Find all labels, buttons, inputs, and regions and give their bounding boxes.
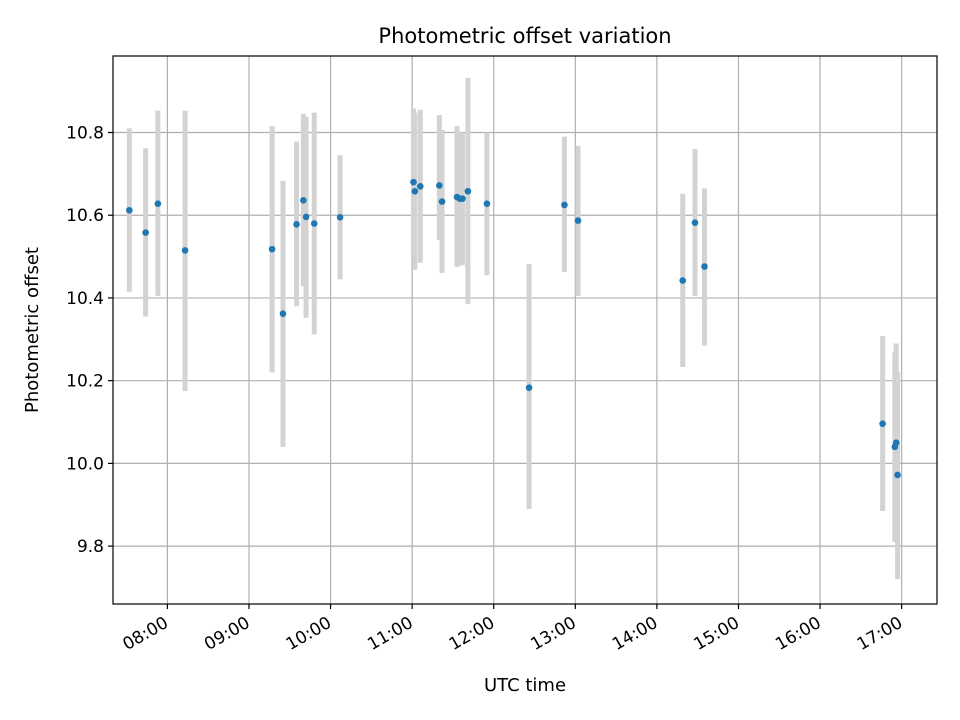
data-point [691,219,699,226]
y-axis-label: Photometric offset [22,247,43,413]
data-point [417,182,424,190]
y-tick-label: 10.6 [66,206,104,226]
data-point [894,471,901,479]
data-point [293,221,300,228]
y-tick-label: 10.4 [66,289,104,309]
data-point [438,198,446,205]
data-point [181,247,189,254]
data-point [411,187,419,195]
data-points [126,178,901,479]
data-point [574,217,582,224]
data-point [126,206,133,214]
data-point [279,310,287,317]
plot-frame [112,55,938,605]
grid-lines [113,56,937,604]
y-axis-ticks: 9.8 10.0 10.2 10.4 10.6 10.8 [66,124,113,557]
data-point [336,213,344,221]
data-point [410,178,417,186]
data-point [436,182,443,189]
y-tick-label: 9.8 [77,537,104,557]
data-point [459,195,466,202]
data-point [154,200,162,207]
data-point [268,245,276,253]
data-point [464,187,472,195]
x-axis-ticks: 08:00 09:00 10:00 11:00 12:00 13:00 14:00 15:00… [119,604,906,655]
y-tick-label: 10.0 [66,454,104,474]
data-point [879,420,886,427]
data-point [892,439,900,447]
data-point [525,384,533,391]
y-tick-label: 10.2 [66,372,104,392]
data-point [300,197,307,204]
data-point [561,201,568,209]
data-point [302,213,310,221]
data-point [142,229,149,236]
data-point [310,220,318,227]
x-axis-label: UTC time [484,675,566,696]
data-point [701,263,708,270]
y-tick-label: 10.8 [66,124,104,144]
chart-title: Photometric offset variation [378,24,671,48]
data-point [483,200,491,207]
data-point [679,277,687,284]
